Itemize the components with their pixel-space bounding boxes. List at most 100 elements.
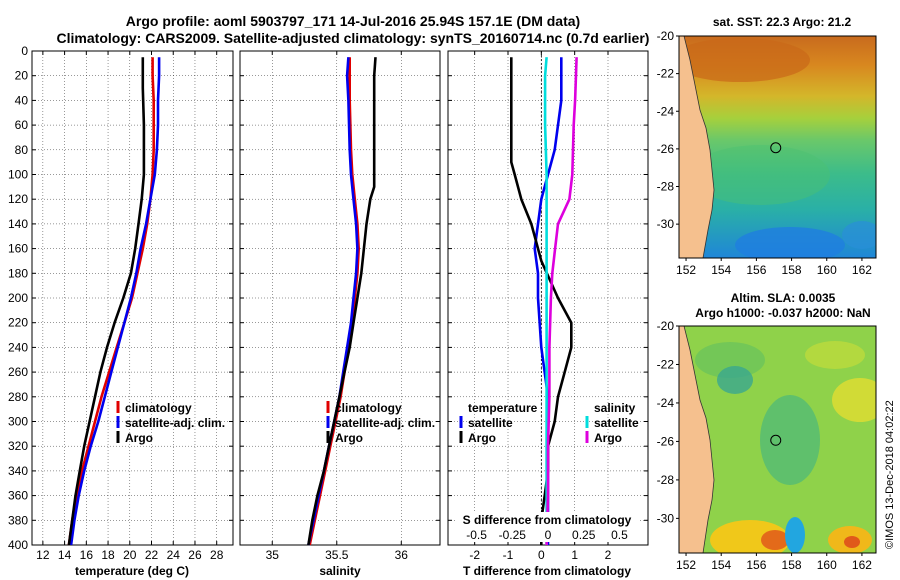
sst-green-patch bbox=[690, 145, 830, 205]
credit: ©IMOS 13-Dec-2018 04:02:22 bbox=[884, 400, 896, 549]
depth-tick-label: 380 bbox=[8, 513, 28, 527]
map-x-tick-label: 156 bbox=[746, 263, 766, 277]
legend-title-salinity: salinity bbox=[594, 401, 636, 415]
legend-label-s-argo: Argo bbox=[594, 431, 622, 445]
depth-tick-label: 360 bbox=[8, 489, 28, 503]
series-line-argo bbox=[307, 57, 377, 546]
x-tick-label: 28 bbox=[210, 548, 224, 562]
series-line-satellite-adj-clim- bbox=[307, 57, 359, 546]
salinity-legend: climatology satellite-adj. clim. Argo bbox=[326, 401, 435, 445]
sla-map-title: Altim. SLA: 0.0035 bbox=[731, 291, 836, 305]
argo-marker bbox=[770, 434, 782, 446]
x-tick-label: 18 bbox=[101, 548, 115, 562]
australia-land bbox=[679, 326, 715, 553]
depth-tick-label: 260 bbox=[8, 365, 28, 379]
depth-tick-label: 300 bbox=[8, 415, 28, 429]
depth-tick-label: 220 bbox=[8, 316, 28, 330]
map-y-tick-label: -30 bbox=[657, 217, 675, 231]
map-x-tick-label: 160 bbox=[817, 558, 837, 572]
x-tick-label: 26 bbox=[188, 548, 202, 562]
depth-tick-label: 200 bbox=[8, 291, 28, 305]
depth-tick-label: 80 bbox=[15, 143, 29, 157]
depth-tick-label: 40 bbox=[15, 93, 29, 107]
depth-tick-label: 60 bbox=[15, 118, 29, 132]
sst-map-title: sat. SST: 22.3 Argo: 21.2 bbox=[713, 15, 852, 29]
depth-tick-label: 140 bbox=[8, 217, 28, 231]
x-tick-label: 20 bbox=[123, 548, 137, 562]
legend-label-argo: Argo bbox=[125, 431, 153, 445]
s-tick-label: -0.5 bbox=[466, 528, 487, 542]
depth-tick-label: 400 bbox=[8, 538, 28, 552]
map-x-tick-label: 158 bbox=[782, 263, 802, 277]
x-tick-label: 22 bbox=[145, 548, 159, 562]
x-tick-label: -2 bbox=[469, 548, 480, 562]
sst-warm-patch bbox=[679, 38, 810, 82]
figure-title-line2: Climatology: CARS2009. Satellite-adjuste… bbox=[57, 30, 650, 46]
x-tick-label: 0 bbox=[538, 548, 545, 562]
temperature-legend: climatology satellite-adj. clim. Argo bbox=[116, 401, 225, 445]
map-x-tick-label: 154 bbox=[711, 263, 731, 277]
map-y-tick-label: -26 bbox=[657, 142, 675, 156]
s-axis-label-backdrop bbox=[455, 512, 639, 542]
difference-panel: -2 -1 0 1 2 T difference from climatology S … bbox=[447, 50, 649, 578]
s-tick-label: 0.25 bbox=[572, 528, 596, 542]
depth-tick-label: 180 bbox=[8, 266, 28, 280]
depth-tick-label: 120 bbox=[8, 192, 28, 206]
sst-map-frame bbox=[678, 35, 877, 259]
map-x-tick-label: 160 bbox=[817, 263, 837, 277]
sla-anomaly bbox=[805, 341, 865, 369]
temperature-xlabel: temperature (deg C) bbox=[75, 564, 189, 578]
legend-label-climatology: climatology bbox=[125, 401, 192, 415]
sla-anomaly bbox=[761, 530, 789, 550]
x-tick-label: 35.5 bbox=[325, 548, 349, 562]
depth-tick-label: 100 bbox=[8, 168, 28, 182]
depth-tick-label: 280 bbox=[8, 390, 28, 404]
x-tick-label: 1 bbox=[571, 548, 578, 562]
map-x-tick-label: 154 bbox=[711, 558, 731, 572]
map-y-tick-label: -24 bbox=[657, 396, 675, 410]
map-y-tick-label: -26 bbox=[657, 434, 675, 448]
map-x-tick-label: 152 bbox=[676, 558, 696, 572]
sla-anomaly bbox=[832, 378, 876, 422]
map-x-tick-label: 156 bbox=[746, 558, 766, 572]
legend-label-argo: Argo bbox=[335, 431, 363, 445]
map-y-tick-label: -24 bbox=[657, 104, 675, 118]
sst-cool-patch bbox=[842, 221, 876, 249]
sla-anomaly bbox=[785, 517, 805, 553]
series-line-climatology bbox=[67, 57, 155, 546]
s-tick-label: 0.5 bbox=[611, 528, 628, 542]
sla-map-subtitle: Argo h1000: -0.037 h2000: NaN bbox=[695, 306, 870, 320]
map-y-tick-label: -22 bbox=[657, 357, 675, 371]
s-tick-label: -0.25 bbox=[499, 528, 527, 542]
x-tick-label: -1 bbox=[503, 548, 514, 562]
map-x-tick-label: 162 bbox=[852, 558, 872, 572]
legend-label-t-satellite: satellite bbox=[468, 416, 513, 430]
depth-tick-label: 20 bbox=[15, 69, 29, 83]
map-x-tick-label: 158 bbox=[782, 558, 802, 572]
x-tick-label: 24 bbox=[167, 548, 181, 562]
salinity-panel: 35 35.5 36 salinity climatology satellite-… bbox=[239, 50, 441, 578]
sst-map: sat. SST: 22.3 Argo: 21.2 152 154 156 158 16… bbox=[657, 15, 877, 277]
map-y-tick-label: -28 bbox=[657, 180, 675, 194]
legend-label-satellite: satellite-adj. clim. bbox=[125, 416, 225, 430]
legend-label-satellite: satellite-adj. clim. bbox=[335, 416, 435, 430]
sla-anomaly bbox=[717, 366, 753, 394]
x-tick-label: 12 bbox=[36, 548, 50, 562]
difference-legend: temperature satellite Argo salinity sate… bbox=[459, 401, 639, 445]
map-y-tick-label: -22 bbox=[657, 67, 675, 81]
sla-anomaly bbox=[695, 342, 765, 378]
map-x-tick-label: 162 bbox=[852, 263, 872, 277]
depth-tick-label: 240 bbox=[8, 340, 28, 354]
map-y-tick-label: -30 bbox=[657, 511, 675, 525]
map-x-tick-label: 152 bbox=[676, 263, 696, 277]
x-tick-label: 35 bbox=[266, 548, 280, 562]
x-tick-label: 16 bbox=[80, 548, 94, 562]
depth-tick-label: 160 bbox=[8, 242, 28, 256]
legend-title-temperature: temperature bbox=[468, 401, 538, 415]
series-line-s-argo bbox=[545, 57, 578, 546]
difference-xlabel: T difference from climatology bbox=[463, 564, 631, 578]
series-line-argo bbox=[67, 57, 146, 546]
x-tick-label: 14 bbox=[58, 548, 72, 562]
sla-map: Altim. SLA: 0.0035 Argo h1000: -0.037 h2… bbox=[657, 291, 877, 572]
